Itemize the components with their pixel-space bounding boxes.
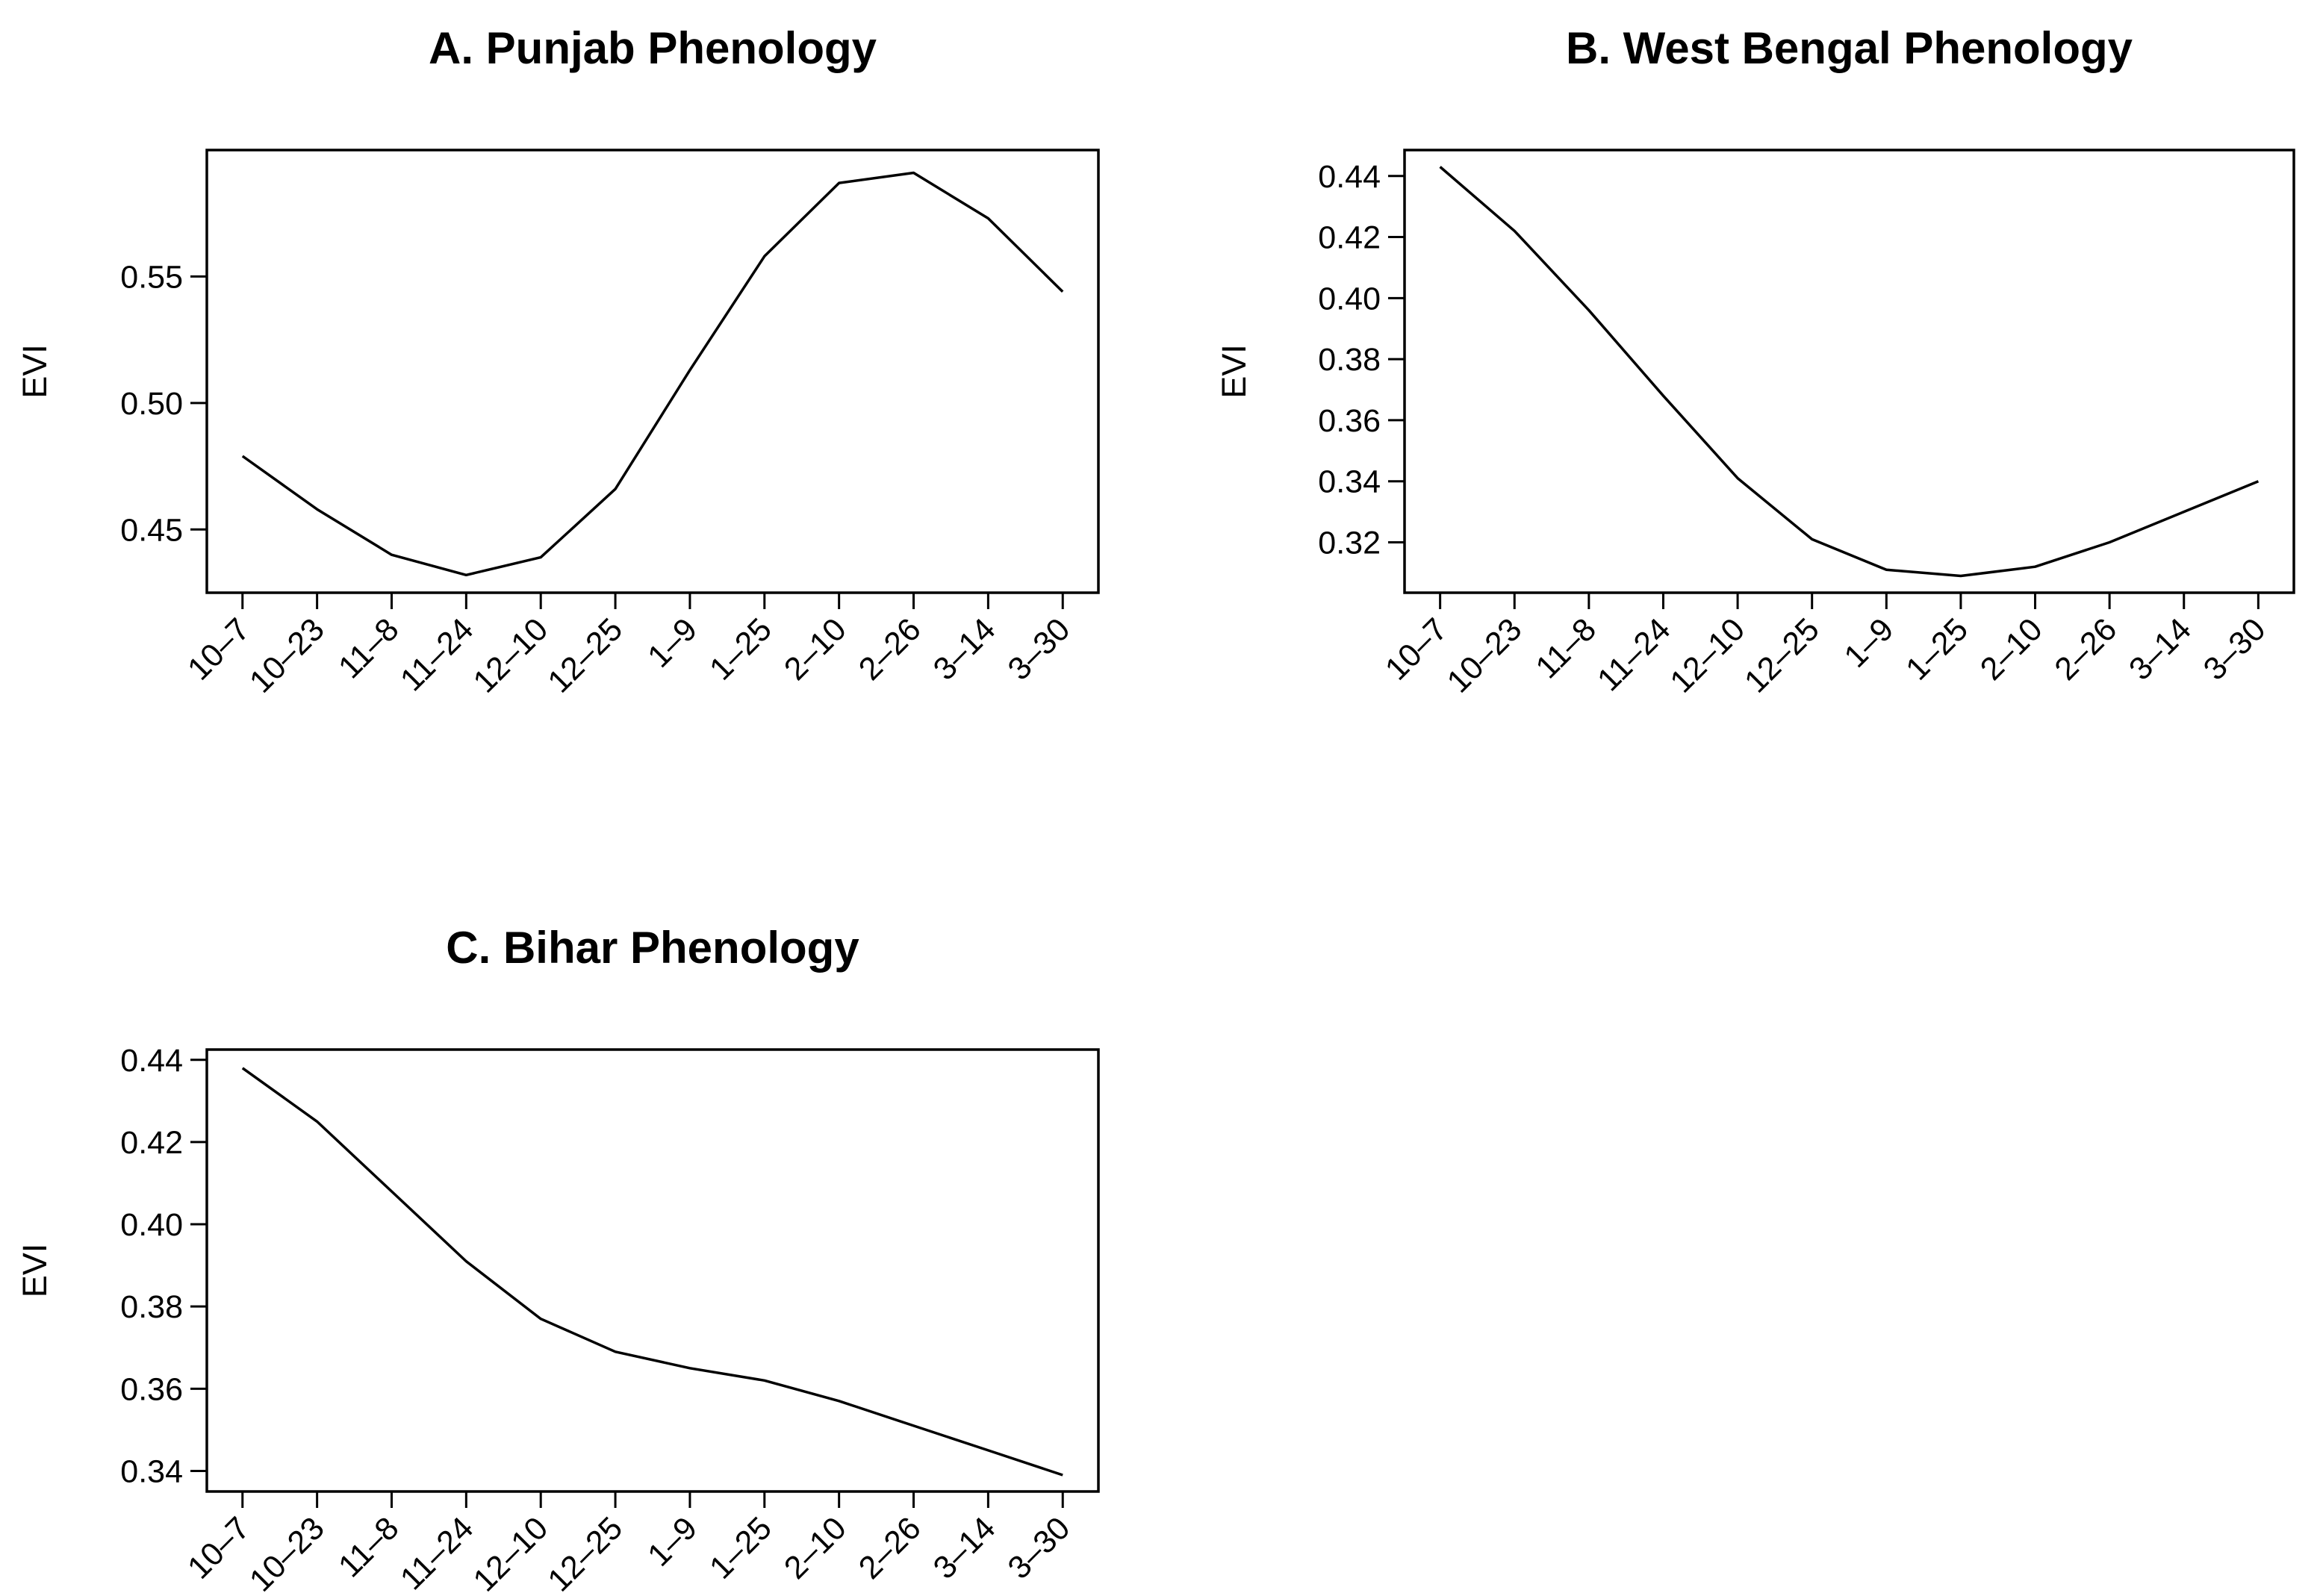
x-tick-label: 1–9 bbox=[641, 611, 704, 675]
y-tick-label: 0.40 bbox=[120, 1207, 183, 1243]
y-tick-label: 0.40 bbox=[1318, 281, 1381, 317]
chart-title: B. West Bengal Phenology bbox=[1566, 23, 2133, 73]
x-tick-label: 3–30 bbox=[2197, 611, 2273, 688]
panel-westbengal: B. West Bengal Phenology EVI 0.32 0.34 0.36 0… bbox=[1215, 23, 2295, 700]
x-tick-label: 3–30 bbox=[1001, 1510, 1077, 1586]
x-tick-label: 3–14 bbox=[927, 1510, 1003, 1586]
y-tick-label: 0.34 bbox=[120, 1453, 183, 1489]
y-axis-label: EVI bbox=[16, 1244, 54, 1298]
x-tick-label: 1–9 bbox=[641, 1510, 704, 1574]
x-tick-label: 1–25 bbox=[703, 611, 779, 688]
y-tick-label: 0.36 bbox=[1318, 403, 1381, 439]
x-tick-label: 12–10 bbox=[1664, 611, 1752, 699]
x-tick-label: 3–14 bbox=[2122, 611, 2198, 688]
x-tick-label: 12–25 bbox=[541, 611, 629, 699]
y-tick-label: 0.44 bbox=[120, 1043, 183, 1079]
series-line-1 bbox=[241, 171, 1064, 577]
y-tick-label: 0.38 bbox=[1318, 342, 1381, 378]
x-tick-label: 3–14 bbox=[927, 611, 1003, 688]
y-tick-label: 0.42 bbox=[120, 1125, 183, 1161]
x-tick-label: 10–23 bbox=[1440, 611, 1528, 699]
x-tick-label: 2–10 bbox=[777, 611, 853, 688]
x-tick-label: 1–25 bbox=[703, 1510, 779, 1586]
y-axis-label: EVI bbox=[16, 344, 54, 399]
x-tick-label: 10–23 bbox=[243, 611, 331, 699]
y-tick-label: 0.38 bbox=[120, 1289, 183, 1325]
x-tick-label: 12–10 bbox=[467, 611, 555, 699]
y-tick-label: 0.36 bbox=[120, 1371, 183, 1407]
x-tick-label: 2–10 bbox=[777, 1510, 853, 1586]
plot-frame bbox=[205, 1048, 1100, 1493]
y-tick-label: 0.45 bbox=[120, 512, 183, 548]
y-axis-label: EVI bbox=[1215, 344, 1253, 399]
x-tick-label: 2–10 bbox=[1974, 611, 2050, 688]
x-tick-label: 12–25 bbox=[1738, 611, 1826, 699]
plot-frame bbox=[1403, 149, 2295, 594]
x-tick-label: 12–10 bbox=[467, 1510, 555, 1596]
x-tick-label: 12–25 bbox=[541, 1510, 629, 1596]
y-tick-label: 0.55 bbox=[120, 259, 183, 295]
panel-punjab: A. Punjab PhenologyEVI0.450.500.5510–710… bbox=[16, 23, 1100, 700]
y-tick-label: 0.34 bbox=[1318, 464, 1381, 500]
plot-frame bbox=[205, 149, 1100, 594]
x-tick-label: 11–24 bbox=[394, 611, 480, 698]
x-tick-label: 2–26 bbox=[852, 1510, 928, 1586]
series-line-1 bbox=[241, 1067, 1063, 1477]
x-tick-label: 3–30 bbox=[1001, 611, 1077, 688]
y-tick-label: 0.32 bbox=[1318, 526, 1381, 561]
y-tick-label: 0.50 bbox=[120, 386, 183, 422]
x-tick-label: 11–24 bbox=[394, 1510, 480, 1596]
chart-title: A. Punjab Phenology bbox=[429, 23, 877, 73]
y-tick-label: 0.42 bbox=[1318, 220, 1381, 256]
series-line-1 bbox=[1439, 166, 2260, 578]
x-tick-label: 2–26 bbox=[852, 611, 928, 688]
x-tick-label: 11–24 bbox=[1590, 611, 1677, 698]
x-tick-label: 1–9 bbox=[1838, 611, 1901, 675]
x-tick-label: 1–25 bbox=[1899, 611, 1975, 688]
panel-bihar: C. Bihar Phenology EVI 0.34 0.36 0.38 0.40 0.4… bbox=[16, 923, 1100, 1596]
y-tick-label: 0.44 bbox=[1318, 159, 1381, 195]
x-tick-label: 10–23 bbox=[243, 1510, 331, 1596]
x-tick-label: 2–26 bbox=[2048, 611, 2124, 688]
chart-title: C. Bihar Phenology bbox=[446, 923, 859, 973]
